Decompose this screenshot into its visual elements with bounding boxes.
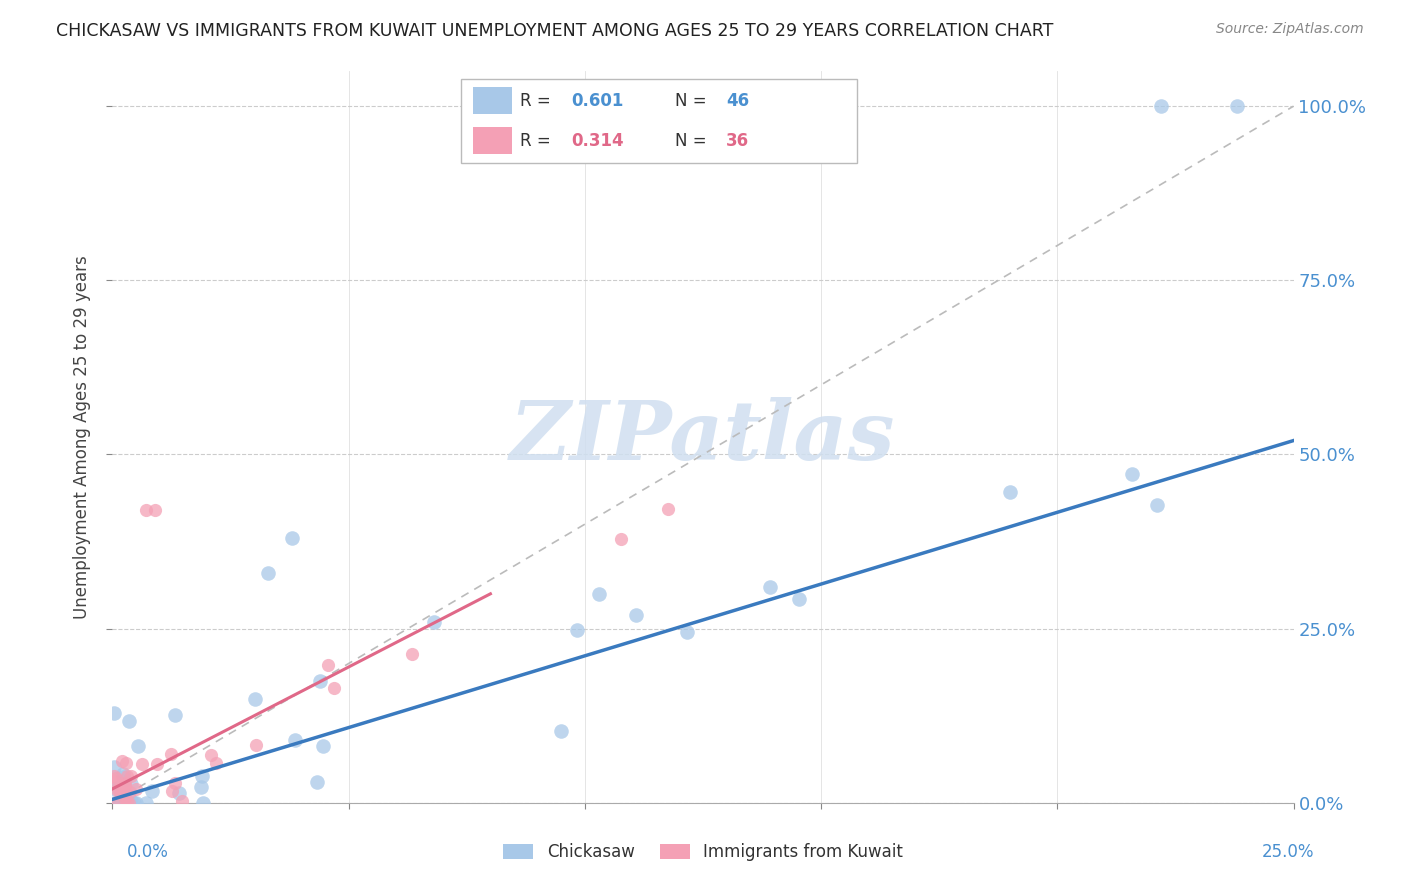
Point bbox=[135, 503, 157, 517]
Point bbox=[191, 769, 214, 783]
Point bbox=[108, 795, 131, 809]
Text: ZIPatlas: ZIPatlas bbox=[510, 397, 896, 477]
Point bbox=[1121, 467, 1143, 481]
Point bbox=[609, 533, 631, 547]
Point bbox=[759, 580, 782, 594]
Point bbox=[114, 776, 136, 790]
Point bbox=[114, 791, 136, 805]
Point bbox=[318, 658, 340, 673]
Point bbox=[111, 767, 134, 781]
Point bbox=[675, 625, 697, 640]
Point bbox=[565, 623, 588, 637]
Point bbox=[307, 775, 329, 789]
Point bbox=[118, 785, 141, 799]
Point bbox=[105, 783, 128, 797]
Point bbox=[550, 724, 572, 739]
Point bbox=[120, 794, 142, 808]
Point bbox=[312, 739, 335, 754]
Text: 25.0%: 25.0% bbox=[1263, 843, 1315, 861]
Point bbox=[117, 796, 139, 810]
Point bbox=[114, 756, 136, 770]
Point bbox=[121, 777, 143, 791]
Point bbox=[108, 780, 131, 794]
Point bbox=[103, 706, 125, 720]
Point bbox=[245, 691, 267, 706]
Point bbox=[107, 781, 129, 796]
Point bbox=[167, 786, 190, 800]
Point bbox=[401, 647, 423, 661]
Text: Source: ZipAtlas.com: Source: ZipAtlas.com bbox=[1216, 22, 1364, 37]
Point bbox=[114, 796, 136, 810]
Point bbox=[588, 587, 610, 601]
Point bbox=[112, 788, 135, 802]
Point bbox=[104, 772, 127, 786]
Point bbox=[657, 501, 679, 516]
Point bbox=[120, 769, 142, 783]
Point bbox=[1226, 99, 1249, 113]
Point bbox=[131, 757, 153, 772]
Point bbox=[110, 787, 132, 801]
Point bbox=[1150, 99, 1173, 113]
Point bbox=[143, 503, 166, 517]
Point bbox=[104, 795, 127, 809]
Point bbox=[124, 796, 146, 810]
Point bbox=[205, 756, 228, 770]
Point bbox=[245, 738, 267, 752]
Text: 0.0%: 0.0% bbox=[127, 843, 169, 861]
Point bbox=[112, 778, 135, 792]
Point bbox=[103, 759, 125, 773]
Point bbox=[118, 796, 141, 810]
Point bbox=[125, 782, 148, 797]
Point bbox=[284, 732, 307, 747]
Point bbox=[624, 608, 647, 623]
Point bbox=[110, 786, 132, 800]
Point bbox=[190, 780, 212, 795]
Point bbox=[163, 708, 186, 723]
Point bbox=[122, 796, 145, 810]
Point bbox=[103, 782, 125, 797]
Point bbox=[160, 747, 183, 761]
Point bbox=[135, 796, 157, 810]
Point bbox=[322, 681, 344, 695]
Point bbox=[1146, 498, 1168, 512]
Point bbox=[103, 774, 125, 789]
Legend: Chickasaw, Immigrants from Kuwait: Chickasaw, Immigrants from Kuwait bbox=[496, 837, 910, 868]
Point bbox=[112, 770, 135, 784]
Point bbox=[160, 784, 183, 798]
Point bbox=[107, 796, 129, 810]
Point bbox=[127, 739, 149, 753]
Point bbox=[422, 615, 444, 629]
Text: CHICKASAW VS IMMIGRANTS FROM KUWAIT UNEMPLOYMENT AMONG AGES 25 TO 29 YEARS CORRE: CHICKASAW VS IMMIGRANTS FROM KUWAIT UNEM… bbox=[56, 22, 1053, 40]
Point bbox=[115, 769, 138, 783]
Point bbox=[308, 674, 330, 689]
Point bbox=[165, 776, 187, 790]
Point bbox=[257, 566, 280, 580]
Point bbox=[112, 774, 135, 789]
Point bbox=[141, 784, 163, 798]
Point bbox=[111, 754, 134, 768]
Point bbox=[170, 794, 193, 808]
Point bbox=[115, 794, 138, 808]
Point bbox=[103, 769, 125, 783]
Point bbox=[146, 756, 169, 771]
Point bbox=[112, 796, 135, 810]
Point bbox=[789, 591, 811, 606]
Y-axis label: Unemployment Among Ages 25 to 29 years: Unemployment Among Ages 25 to 29 years bbox=[73, 255, 91, 619]
Point bbox=[281, 531, 304, 545]
Point bbox=[114, 779, 136, 793]
Point bbox=[117, 714, 139, 729]
Point bbox=[193, 796, 215, 810]
Point bbox=[200, 748, 222, 763]
Point bbox=[998, 485, 1021, 500]
